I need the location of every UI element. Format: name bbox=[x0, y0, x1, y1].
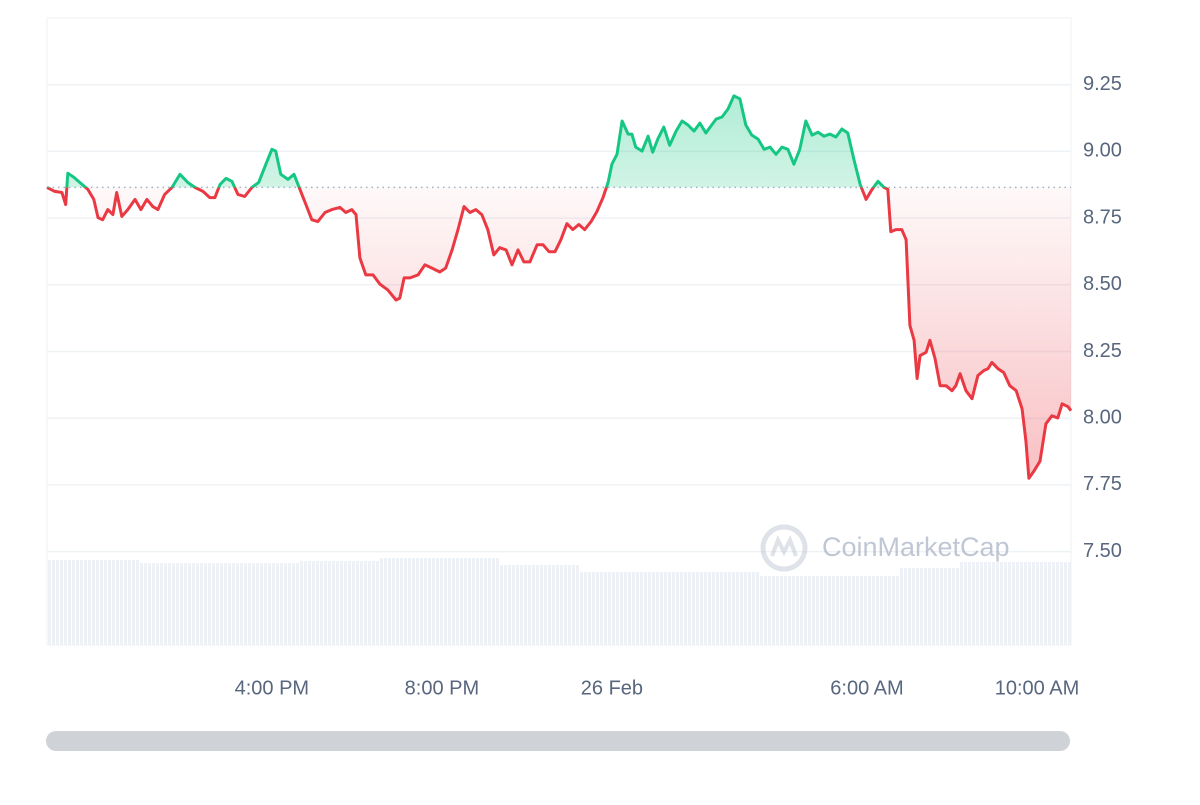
watermark: CoinMarketCap bbox=[822, 532, 1010, 562]
y-tick-label: 8.25 bbox=[1083, 340, 1122, 362]
watermark-logo bbox=[760, 524, 808, 572]
y-tick-label: 9.00 bbox=[1083, 140, 1122, 162]
y-tick-label: 9.25 bbox=[1083, 73, 1122, 95]
plot-frame bbox=[46, 17, 1072, 646]
y-tick-label: 7.50 bbox=[1083, 540, 1122, 562]
y-tick-label: 7.75 bbox=[1083, 473, 1122, 495]
x-tick-label: 4:00 PM bbox=[235, 677, 309, 699]
x-tick-label: 8:00 PM bbox=[405, 677, 479, 699]
price-line bbox=[46, 94, 1073, 480]
x-tick-label: 10:00 AM bbox=[995, 677, 1080, 699]
x-tick-label: 26 Feb bbox=[581, 677, 643, 699]
y-tick-label: 8.00 bbox=[1083, 406, 1122, 428]
scrollbar[interactable] bbox=[46, 731, 1070, 751]
price-area bbox=[47, 95, 1071, 479]
volume-background bbox=[47, 558, 1071, 645]
y-tick-label: 8.50 bbox=[1083, 273, 1122, 295]
y-tick-label: 8.75 bbox=[1083, 206, 1122, 228]
x-tick-label: 6:00 AM bbox=[830, 677, 903, 699]
